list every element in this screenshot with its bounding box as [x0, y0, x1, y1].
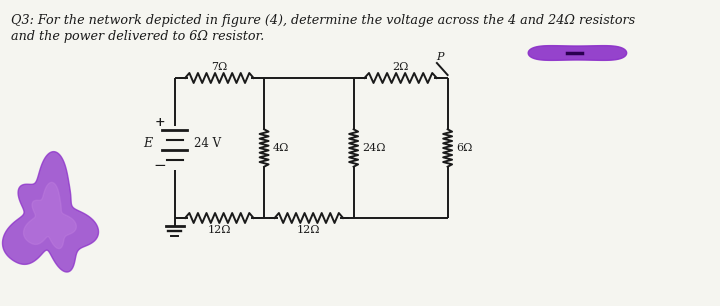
Polygon shape: [24, 182, 76, 248]
Text: and the power delivered to 6Ω resistor.: and the power delivered to 6Ω resistor.: [11, 30, 264, 43]
Text: 7Ω: 7Ω: [211, 62, 228, 72]
Text: 12Ω: 12Ω: [297, 225, 320, 235]
Text: −: −: [154, 159, 166, 173]
Text: 24Ω: 24Ω: [363, 143, 386, 153]
Text: Q3: For the network depicted in figure (4), determine the voltage across the 4 a: Q3: For the network depicted in figure (…: [11, 14, 635, 27]
Text: 6Ω: 6Ω: [456, 143, 473, 153]
Polygon shape: [2, 151, 99, 272]
Text: P: P: [436, 52, 444, 62]
Text: 24 V: 24 V: [194, 136, 221, 150]
Text: 2Ω: 2Ω: [392, 62, 409, 72]
Text: 12Ω: 12Ω: [207, 225, 231, 235]
Polygon shape: [528, 46, 626, 60]
Text: 4Ω: 4Ω: [273, 143, 289, 153]
Text: +: +: [155, 115, 166, 129]
Text: E: E: [143, 136, 152, 150]
